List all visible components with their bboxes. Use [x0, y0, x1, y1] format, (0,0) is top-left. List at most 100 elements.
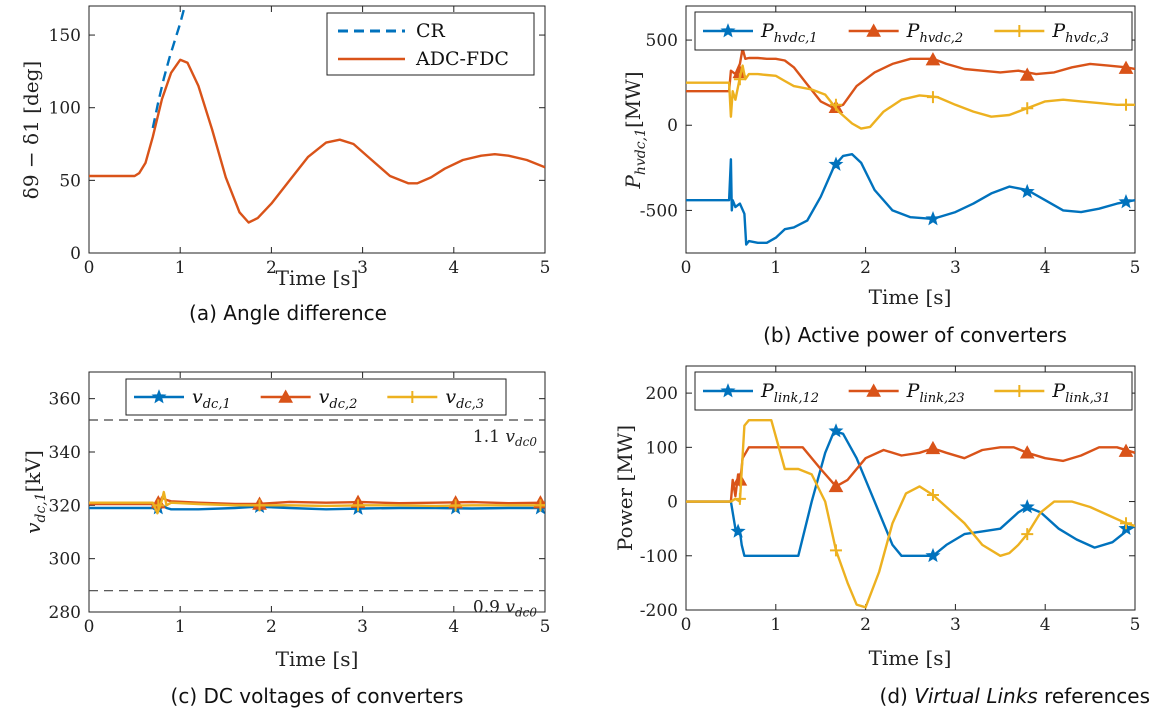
ticks-b: 0 1 2 3 4 5 -500 0 500: [640, 6, 1141, 278]
legend-a: CR ADC-FDC: [326, 12, 535, 76]
legend-label: vdc,1: [192, 386, 231, 412]
legend-label-adc-fdc: ADC-FDC: [415, 48, 509, 70]
x-axis-label-a: Time [s]: [276, 266, 359, 290]
y-tick-label: 300: [49, 550, 81, 570]
ticks-d: 0 1 2 3 4 5 -200 -100 0 100 200: [640, 366, 1141, 635]
data-marker: [1118, 60, 1134, 74]
x-tick-label: 0: [84, 617, 95, 637]
legend-marker: [1013, 25, 1026, 37]
y-tick-label: 150: [49, 26, 81, 46]
data-marker: [1019, 67, 1035, 81]
data-marker: [925, 52, 941, 66]
data-marker: [1019, 183, 1035, 199]
legend-label: Plink,23: [906, 380, 965, 406]
x-tick-label: 0: [681, 615, 692, 635]
data-marker: [352, 499, 365, 512]
legend-label-cr: CR: [416, 20, 446, 42]
legend-box: [125, 378, 507, 416]
y-tick-label: 360: [49, 390, 81, 410]
legend-d: Plink,12 Plink,23 Plink,31: [694, 371, 1133, 411]
legend-label: Phvdc,3: [1051, 20, 1109, 46]
data-marker: [152, 499, 165, 512]
data-marker: [828, 423, 844, 438]
x-tick-label: 5: [540, 258, 551, 278]
y-tick-label: 200: [646, 384, 678, 404]
series-group-a: [89, 6, 545, 224]
data-marker: [730, 523, 746, 538]
series-line-phvdc-3: [686, 64, 1135, 130]
series-line-cr: [151, 6, 186, 129]
caption-b: (b) Active power of converters: [763, 323, 1067, 347]
x-tick-label: 5: [1130, 258, 1141, 278]
x-axis-label-d: Time [s]: [869, 646, 952, 670]
x-tick-label: 4: [448, 617, 459, 637]
series-group-b: [686, 47, 1135, 246]
y-tick-label: 500: [646, 31, 678, 51]
legend-label: vdc,3: [445, 386, 484, 412]
y-tick-label: 340: [49, 443, 81, 463]
y-axis-label-b: Phvdc,1[MW]: [621, 71, 649, 189]
data-marker: [1118, 194, 1134, 209]
series-line-phvdc-2: [686, 47, 1135, 110]
y-tick-label: 100: [49, 99, 81, 119]
reference-label: 0.9 vdc0: [473, 598, 537, 620]
reference-label: 1.1 vdc0: [473, 427, 537, 449]
legend-marker: [720, 23, 736, 38]
x-tick-label: 1: [175, 617, 186, 637]
y-tick-label: 100: [646, 438, 678, 458]
x-tick-label: 0: [84, 258, 95, 278]
ticks-c: 0 1 2 3 4 5 280 300 320 340 360: [49, 372, 551, 637]
x-tick-label: 1: [175, 258, 186, 278]
legend-b: Phvdc,1 Phvdc,2 Phvdc,3: [694, 11, 1133, 51]
legend-c: vdc,1 vdc,2 vdc,3: [125, 378, 507, 416]
x-tick-label: 3: [357, 617, 368, 637]
y-tick-label: -100: [640, 547, 678, 567]
legend-label: vdc,2: [319, 386, 358, 412]
y-tick-label: -500: [640, 201, 678, 221]
series-group-c: [89, 490, 545, 515]
data-marker: [1118, 443, 1134, 457]
legend-box: [694, 371, 1133, 411]
x-tick-label: 0: [681, 258, 692, 278]
panel-b-active-power: 0 1 2 3 4 5 -500 0 500 Time [s] Phvdc,1[MW] Phvd…: [621, 5, 1141, 347]
x-tick-label: 1: [770, 258, 781, 278]
caption-a: (a) Angle difference: [189, 301, 387, 325]
series-line-vdc-3: [89, 490, 545, 515]
legend-label: Plink,31: [1051, 380, 1110, 406]
y-tick-label: 0: [70, 244, 81, 264]
data-marker: [534, 499, 545, 512]
data-marker: [253, 499, 266, 512]
data-marker: [733, 492, 746, 505]
y-tick-label: 320: [49, 496, 81, 516]
y-tick-label: 0: [667, 116, 678, 136]
data-marker: [925, 547, 941, 563]
x-axis-label-c: Time [s]: [276, 647, 359, 671]
legend-label: Plink,12: [760, 380, 819, 406]
data-marker: [1120, 517, 1133, 530]
data-marker: [926, 91, 939, 104]
y-axis-label-a: δ9 − δ1 [deg]: [19, 61, 43, 199]
x-tick-label: 3: [357, 258, 368, 278]
legend-marker: [406, 391, 419, 403]
data-marker: [449, 499, 462, 512]
y-axis-label-d: Power [MW]: [613, 425, 637, 551]
x-tick-label: 2: [266, 258, 277, 278]
x-tick-label: 2: [860, 615, 871, 635]
caption-d: (d) Virtual Links references: [880, 684, 1150, 708]
series-line-adc-fdc: [89, 58, 545, 224]
caption-c: (c) DC voltages of converters: [171, 684, 464, 708]
panel-c-dc-voltages: 0 1 2 3 4 5 280 300 320 340 360 1.1 vdc0 0.9 vdc0 T…: [21, 371, 551, 708]
x-tick-label: 1: [770, 615, 781, 635]
legend-box: [694, 11, 1133, 51]
data-marker: [828, 478, 844, 493]
data-marker: [925, 211, 941, 226]
y-tick-label: 0: [667, 493, 678, 513]
data-marker: [926, 489, 939, 502]
x-tick-label: 5: [540, 617, 551, 637]
x-tick-label: 2: [860, 258, 871, 278]
legend-marker: [866, 383, 882, 397]
x-tick-label: 5: [1130, 615, 1141, 635]
data-marker: [1120, 98, 1133, 111]
